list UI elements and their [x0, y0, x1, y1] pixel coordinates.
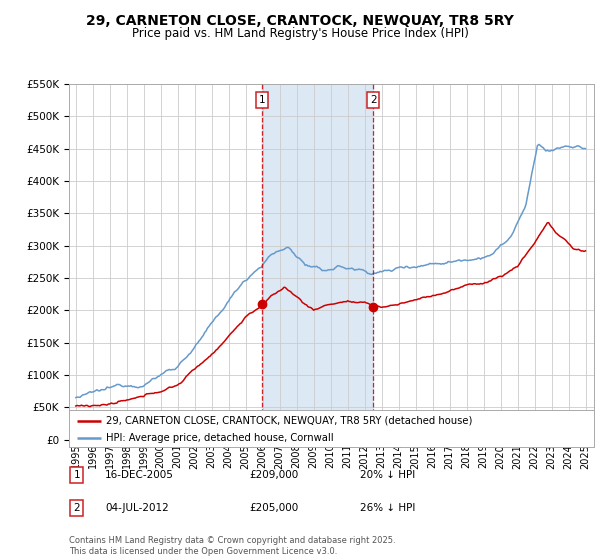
Text: 20% ↓ HPI: 20% ↓ HPI — [360, 470, 415, 480]
Text: 29, CARNETON CLOSE, CRANTOCK, NEWQUAY, TR8 5RY (detached house): 29, CARNETON CLOSE, CRANTOCK, NEWQUAY, T… — [106, 416, 472, 426]
Text: 2: 2 — [370, 95, 376, 105]
Text: HPI: Average price, detached house, Cornwall: HPI: Average price, detached house, Corn… — [106, 433, 334, 443]
Text: 04-JUL-2012: 04-JUL-2012 — [105, 503, 169, 513]
Text: £209,000: £209,000 — [249, 470, 298, 480]
Text: 1: 1 — [259, 95, 265, 105]
Text: 2: 2 — [73, 503, 80, 513]
Bar — [262, 84, 373, 440]
Text: 26% ↓ HPI: 26% ↓ HPI — [360, 503, 415, 513]
Text: 29, CARNETON CLOSE, CRANTOCK, NEWQUAY, TR8 5RY: 29, CARNETON CLOSE, CRANTOCK, NEWQUAY, T… — [86, 14, 514, 28]
Text: £205,000: £205,000 — [249, 503, 298, 513]
Text: 16-DEC-2005: 16-DEC-2005 — [105, 470, 174, 480]
Text: Price paid vs. HM Land Registry's House Price Index (HPI): Price paid vs. HM Land Registry's House … — [131, 27, 469, 40]
Text: 1: 1 — [73, 470, 80, 480]
Text: Contains HM Land Registry data © Crown copyright and database right 2025.
This d: Contains HM Land Registry data © Crown c… — [69, 536, 395, 556]
